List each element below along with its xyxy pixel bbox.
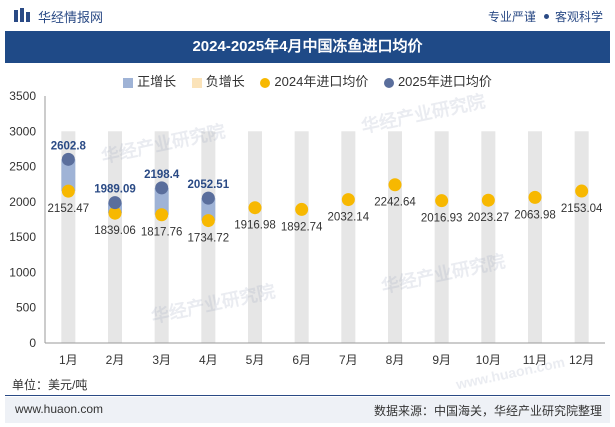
point-2025 (155, 181, 169, 195)
slogan-a: 专业严谨 (487, 10, 536, 24)
data-label-2025: 2052.51 (188, 179, 230, 191)
category-column (388, 131, 402, 343)
point-2024 (528, 190, 542, 204)
category-column (341, 131, 356, 343)
x-tick-label: 5月 (246, 353, 265, 367)
legend-item-positive: 正增长 (123, 70, 176, 94)
data-label-2025: 2602.8 (51, 140, 87, 152)
data-label-2025: 2198.4 (144, 169, 180, 181)
category-column (248, 131, 262, 343)
point-2025 (61, 152, 75, 166)
brand-logo-icon (14, 8, 30, 22)
x-tick-label: 9月 (432, 353, 451, 367)
point-2024 (155, 208, 169, 222)
data-label-2024: 2016.93 (421, 213, 463, 225)
category-column (528, 131, 542, 343)
separator-dot-icon (543, 14, 549, 20)
x-tick-label: 2月 (106, 353, 125, 367)
y-tick-label: 3500 (9, 90, 36, 103)
legend: 正增长 负增长 2024年进口均价 2025年进口均价 (0, 70, 615, 94)
change-bar (201, 198, 216, 221)
x-tick-label: 4月 (199, 353, 218, 367)
point-2024 (481, 193, 495, 207)
y-tick-label: 1000 (9, 265, 36, 279)
data-label-2025: 1989.09 (94, 184, 136, 196)
y-tick-label: 3000 (9, 124, 36, 138)
site-url: www.huaon.com (15, 402, 104, 416)
slogan-b: 客观科学 (554, 10, 603, 24)
data-label-2024: 1817.76 (141, 227, 183, 239)
y-tick-label: 2000 (9, 195, 36, 209)
point-2024 (108, 206, 122, 220)
point-2025 (201, 191, 215, 205)
data-label-2024: 2242.64 (374, 197, 416, 209)
data-label-2024: 1916.98 (234, 220, 276, 232)
category-column (481, 131, 496, 343)
top-bar: 华经情报网 专业严谨 客观科学 (0, 0, 615, 30)
unit-label: 单位：美元/吨 (12, 378, 88, 392)
y-tick-label: 0 (29, 336, 36, 350)
chart-title: 2024-2025年4月中国冻鱼进口均价 (5, 31, 610, 63)
point-2024 (248, 201, 262, 215)
point-2024 (575, 184, 589, 198)
point-2024 (295, 202, 309, 216)
category-column (574, 131, 589, 343)
legend-item-negative: 负增长 (191, 70, 245, 94)
dot-2025-icon (383, 77, 394, 88)
point-2024 (341, 193, 355, 207)
legend-item-2025: 2025年进口均价 (383, 70, 492, 94)
change-bar (61, 159, 76, 192)
data-source: 数据来源：中国海关，华经产业研究院整理 (373, 404, 602, 418)
dot-2024-icon (260, 77, 271, 88)
x-tick-label: 3月 (152, 353, 171, 367)
data-label-2024: 2152.47 (48, 203, 90, 215)
data-label-2024: 2023.27 (468, 212, 510, 224)
point-2025 (108, 196, 122, 210)
footer-divider (5, 395, 610, 396)
x-tick-label: 11月 (523, 353, 547, 367)
slogan: 专业严谨 客观科学 (488, 8, 603, 25)
x-tick-label: 8月 (386, 353, 405, 367)
chart-plot: 0 500 1000 1500 2000 2500 3000 3500 1月 2月 3月 4月 5月 6月… (9, 90, 605, 367)
category-column (108, 131, 122, 343)
negative-swatch-icon (191, 77, 202, 88)
legend-item-2024: 2024年进口均价 (260, 70, 368, 94)
category-column (294, 131, 309, 343)
point-2024 (61, 184, 75, 198)
point-2024 (435, 194, 449, 208)
footer: www.huaon.com 数据来源：中国海关，华经产业研究院整理 (5, 397, 610, 423)
x-tick-label: 10月 (476, 353, 501, 367)
data-label-2024: 2153.04 (561, 203, 603, 215)
y-tick-label: 2500 (9, 160, 36, 174)
x-tick-label: 7月 (339, 353, 358, 367)
x-tick-label: 12月 (569, 353, 594, 367)
y-tick-label: 1500 (9, 230, 36, 244)
data-label-2024: 1892.74 (281, 221, 323, 233)
x-tick-label: 1月 (59, 353, 78, 367)
category-column (201, 131, 216, 343)
point-2024 (388, 178, 402, 192)
positive-swatch-icon (123, 77, 134, 88)
x-tick-label: 6月 (292, 353, 311, 367)
point-2024 (201, 214, 215, 228)
data-label-2024: 2032.14 (328, 212, 370, 224)
y-tick-label: 500 (16, 301, 36, 315)
data-label-2024: 2063.98 (514, 209, 556, 221)
change-bar (154, 187, 169, 215)
data-label-2024: 1734.72 (188, 233, 230, 245)
brand-name: 华经情报网 (38, 10, 104, 25)
data-label-2024: 1839.06 (94, 225, 136, 237)
category-column (434, 131, 449, 343)
